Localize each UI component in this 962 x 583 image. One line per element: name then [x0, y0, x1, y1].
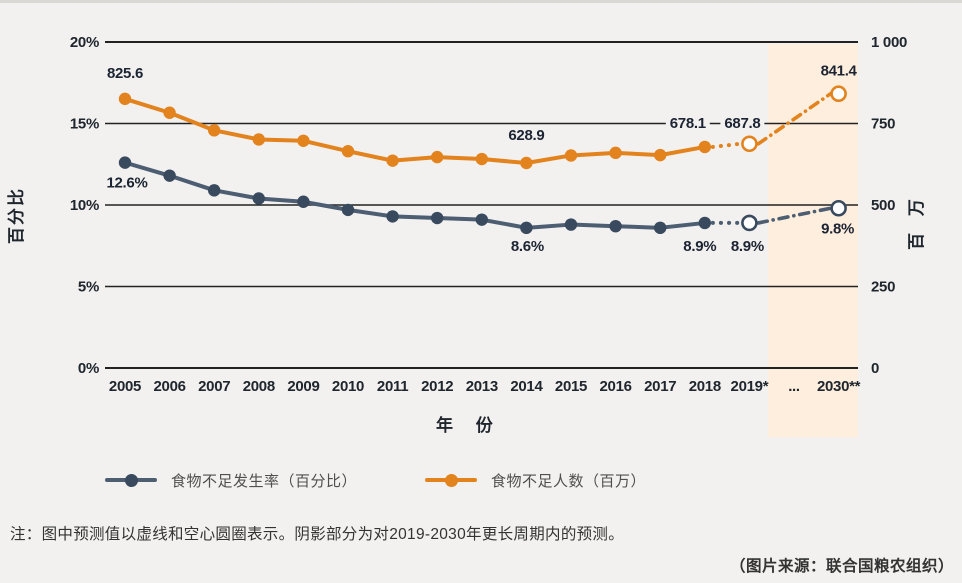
nou-legend-marker-icon — [425, 473, 477, 487]
nou-dashdot-projection — [756, 91, 833, 146]
right-axis-tick-labels: 1 000 750 500 250 0 — [871, 34, 907, 377]
pou-projected-point — [741, 214, 758, 232]
point-label: 12.6% — [106, 175, 147, 192]
svg-text:2010: 2010 — [332, 378, 364, 395]
svg-text:0: 0 — [871, 360, 879, 377]
image-source-credit: （图片来源：联合国粮农组织） — [729, 558, 954, 575]
pou-data-point — [475, 213, 488, 226]
svg-text:2005: 2005 — [109, 378, 141, 395]
nou-line — [124, 96, 706, 165]
pou-data-point — [118, 156, 132, 169]
point-label: 678.1 — [670, 115, 706, 132]
pou-data-point — [520, 221, 533, 235]
nou-data-point — [475, 152, 488, 166]
pou-data-point — [341, 203, 355, 217]
svg-text:2030**: 2030** — [817, 378, 861, 395]
pou-series — [118, 156, 847, 235]
svg-text:2018: 2018 — [689, 378, 721, 395]
nou-data-point — [163, 106, 176, 119]
nou-series — [118, 85, 847, 170]
svg-text:...: ... — [788, 378, 800, 395]
svg-text:15%: 15% — [70, 116, 99, 133]
pou-data-point — [163, 169, 176, 182]
svg-text:2006: 2006 — [154, 378, 186, 395]
pou-projected-point — [830, 199, 847, 217]
data-point-labels: 825.6 12.6% 628.9 8.6% 678.1 687.8 8.9% 8.9% 841… — [106, 63, 857, 255]
nou-data-point — [654, 148, 667, 162]
x-axis-tick-labels: 2005 2006 2007 2008 2009 2010 2011 2012 2013 2014… — [109, 378, 861, 395]
nou-data-point — [118, 92, 132, 106]
point-label: 825.6 — [107, 65, 143, 82]
svg-text:2014: 2014 — [510, 378, 543, 395]
svg-text:2011: 2011 — [377, 378, 408, 395]
svg-text:0%: 0% — [78, 360, 99, 377]
nou-data-point — [341, 145, 355, 158]
point-label: 8.6% — [511, 238, 544, 255]
svg-text:2012: 2012 — [421, 378, 453, 395]
projection-shaded-region — [768, 44, 858, 437]
nou-data-point — [252, 133, 265, 146]
point-label: 9.8% — [821, 220, 854, 237]
svg-text:750: 750 — [871, 116, 895, 133]
left-axis-title: 百分比 — [7, 187, 26, 244]
footnote: 注：图中预测值以虚线和空心圆圈表示。阴影部分为对2019-2030年更长周期内的… — [10, 526, 625, 543]
nou-projected-point — [741, 135, 758, 153]
pou-data-point — [431, 211, 444, 225]
nou-data-point — [698, 140, 711, 154]
pou-data-point — [297, 195, 310, 208]
svg-text:500: 500 — [871, 197, 895, 214]
left-axis-tick-labels: 20% 15% 10% 5% 0% — [70, 34, 99, 377]
pou-line — [124, 160, 706, 230]
nou-data-point — [431, 150, 444, 164]
pou-data-point — [654, 221, 667, 235]
nou-data-point — [564, 149, 578, 162]
svg-text:20%: 20% — [70, 34, 99, 51]
pou-data-point — [386, 210, 399, 223]
point-label: 841.4 — [821, 63, 858, 80]
nou-data-point — [297, 134, 310, 147]
chart-plot-area: 20% 15% 10% 5% 0% 1 000 750 500 250 0 2005 2006 2007… — [0, 3, 962, 453]
pou-data-point — [208, 184, 221, 197]
nou-projected-point — [830, 85, 847, 103]
svg-text:2009: 2009 — [287, 378, 319, 395]
x-axis-title: 年 份 — [436, 416, 502, 435]
svg-text:2007: 2007 — [198, 378, 230, 395]
pou-legend-marker-icon — [105, 473, 157, 487]
pou-data-point — [609, 219, 622, 233]
svg-text:2019*: 2019* — [731, 378, 769, 395]
point-label: 8.9% — [731, 238, 764, 255]
svg-text:250: 250 — [871, 279, 895, 296]
svg-text:2015: 2015 — [555, 378, 587, 395]
gridlines — [105, 41, 858, 369]
nou-data-point — [386, 154, 399, 167]
legend-label-pou: 食物不足发生率（百分比） — [171, 472, 358, 490]
svg-text:2013: 2013 — [466, 378, 498, 395]
nou-data-point — [208, 124, 221, 137]
point-label: 8.9% — [683, 238, 716, 255]
svg-text:1 000: 1 000 — [871, 34, 907, 51]
nou-dotted-projection — [710, 141, 743, 149]
pou-data-point — [698, 216, 711, 230]
point-label: 628.9 — [508, 127, 544, 144]
right-axis-title: 百 万 — [906, 193, 926, 250]
svg-text:10%: 10% — [70, 197, 99, 214]
svg-text:2016: 2016 — [600, 378, 632, 395]
legend-item-nou: 食物不足人数（百万） — [425, 471, 647, 490]
legend-item-pou: 食物不足发生率（百分比） — [105, 471, 358, 490]
pou-data-point — [564, 218, 578, 231]
svg-text:2017: 2017 — [644, 378, 676, 395]
svg-text:2008: 2008 — [243, 378, 275, 395]
pou-data-point — [252, 192, 265, 205]
pou-dashdot-projection — [756, 206, 833, 225]
point-label: 687.8 — [724, 115, 760, 132]
nou-data-point — [520, 156, 533, 170]
nou-data-point — [609, 146, 622, 160]
svg-text:5%: 5% — [78, 279, 99, 296]
legend-label-nou: 食物不足人数（百万） — [491, 472, 647, 490]
